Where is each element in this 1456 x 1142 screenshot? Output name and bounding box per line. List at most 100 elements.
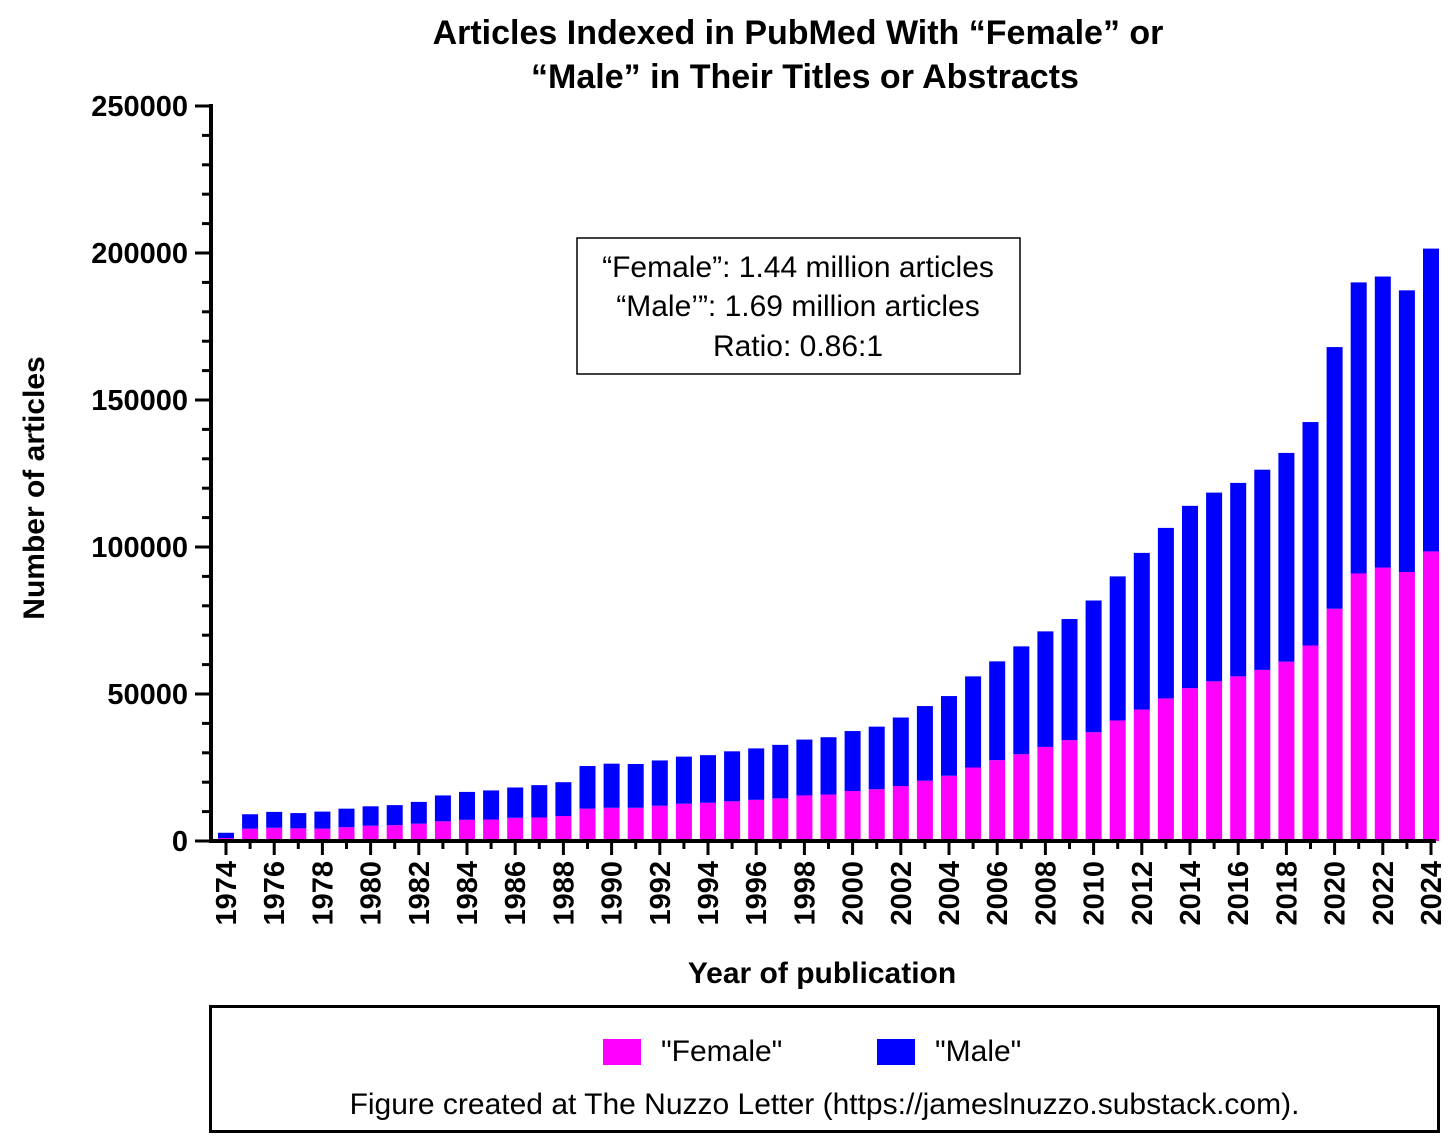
bar-female-2023: [1398, 571, 1415, 841]
bar-female-2014: [1182, 688, 1198, 841]
x-tick-label: 1984: [452, 861, 484, 926]
x-tick-label: 2002: [886, 861, 918, 926]
legend-female-label: "Female": [661, 1035, 783, 1068]
bar-chart: Articles Indexed in PubMed With “Female”…: [18, 14, 1448, 990]
bar-female-1985: [483, 819, 500, 841]
bar-male-2015: [1206, 492, 1223, 682]
bar-male-2002: [892, 717, 909, 787]
bar-female-2019: [1302, 645, 1319, 841]
bar-male-2003: [916, 706, 933, 781]
x-tick-label: 1978: [307, 861, 339, 926]
x-tick-label: 2008: [1030, 861, 1062, 926]
y-tick-label: 0: [172, 826, 188, 858]
bar-male-2020: [1326, 347, 1343, 609]
x-tick-label: 1996: [741, 861, 773, 926]
bar-female-2018: [1278, 661, 1295, 841]
bar-female-1987: [531, 817, 548, 841]
bar-male-1982: [410, 801, 427, 824]
x-axis-label: Year of publication: [688, 957, 956, 990]
bar-female-2010: [1085, 732, 1102, 841]
bar-female-2015: [1206, 681, 1223, 841]
bar-female-2007: [1013, 754, 1030, 841]
legend-item-female: "Female": [603, 1035, 782, 1069]
bar-female-2017: [1254, 669, 1271, 841]
x-tick-label: 1990: [597, 861, 629, 926]
bar-female-2003: [916, 780, 933, 841]
bar-male-1984: [459, 791, 475, 820]
bar-female-1992: [651, 805, 668, 841]
bar-male-1994: [700, 755, 716, 803]
bar-female-2009: [1061, 740, 1078, 841]
bar-male-2012: [1133, 552, 1150, 710]
bar-male-1996: [748, 748, 765, 800]
bar-male-1999: [820, 737, 837, 795]
x-tick-label: 2012: [1127, 861, 1159, 926]
bar-male-1987: [531, 785, 548, 818]
bar-female-2013: [1157, 698, 1174, 841]
y-tick-label: 250000: [91, 91, 188, 123]
chart-title-line1: Articles Indexed in PubMed With “Female”…: [433, 14, 1164, 52]
bar-female-1990: [603, 807, 620, 841]
bar-female-2001: [868, 789, 885, 841]
bar-female-1984: [459, 819, 475, 841]
bar-female-1991: [627, 807, 644, 841]
bars-group: [218, 248, 1439, 841]
x-tick-label: 1998: [789, 861, 821, 926]
axes-group: [195, 104, 1436, 855]
legend-box: "Female" "Male" Figure created at The Nu…: [209, 1005, 1440, 1133]
chart-title-line2: “Male” in Their Titles or Abstracts: [531, 58, 1079, 96]
bar-male-2000: [844, 731, 861, 792]
bar-female-2005: [965, 767, 982, 841]
y-tick-labels: 0 50000 100000 150000 200000 250000: [91, 91, 188, 858]
bar-male-2008: [1037, 631, 1054, 747]
bar-male-1991: [627, 763, 644, 808]
bar-female-1975: [242, 828, 259, 841]
bar-male-2014: [1182, 505, 1198, 689]
bar-male-2001: [868, 726, 885, 790]
x-tick-labels: 1974 1976 1978 1980 1982 1984 1986 1988 1990 1992…: [211, 861, 1448, 926]
annotation-box: “Female”: 1.44 million articles “Male’”:…: [576, 237, 1021, 375]
bar-male-1978: [314, 811, 331, 829]
bar-female-2016: [1230, 676, 1247, 841]
bar-male-1981: [386, 805, 403, 826]
bar-male-1995: [724, 751, 741, 802]
bar-male-1992: [651, 760, 668, 806]
bar-male-1989: [579, 766, 596, 809]
bar-female-1999: [820, 794, 837, 841]
bar-male-2011: [1109, 576, 1126, 721]
bar-male-2010: [1085, 600, 1102, 733]
bar-male-1975: [242, 814, 259, 829]
bar-male-1974: [218, 832, 234, 839]
x-tick-label: 2010: [1079, 861, 1111, 926]
bar-female-1993: [675, 803, 692, 841]
bar-male-1990: [603, 763, 620, 808]
bar-male-1986: [507, 787, 524, 818]
bar-male-1979: [338, 808, 355, 828]
bar-male-2007: [1013, 646, 1030, 755]
bar-female-2004: [941, 775, 957, 841]
bar-male-2013: [1157, 527, 1174, 699]
legend-item-male: "Male": [877, 1035, 1021, 1069]
x-tick-label: 2000: [838, 861, 870, 926]
x-tick-label: 1986: [500, 861, 532, 926]
y-tick-label: 50000: [107, 679, 188, 711]
x-tick-label: 2024: [1416, 861, 1448, 926]
bar-male-1997: [772, 744, 789, 799]
bar-male-1985: [483, 790, 500, 820]
bar-female-1981: [386, 825, 403, 841]
x-tick-label: 1976: [259, 861, 291, 926]
bar-male-1998: [796, 739, 813, 796]
x-tick-label: 1988: [548, 861, 580, 926]
x-tick-label: 2014: [1175, 861, 1207, 926]
bar-female-1994: [700, 802, 716, 841]
bar-female-1995: [724, 801, 741, 841]
x-tick-label: 2020: [1320, 861, 1352, 926]
legend: "Female" "Male": [212, 1035, 1437, 1071]
bar-female-1982: [410, 823, 427, 841]
bar-female-1979: [338, 827, 355, 841]
bar-female-1976: [266, 827, 283, 841]
bar-male-2021: [1350, 282, 1367, 574]
annotation-male: “Male’”: 1.69 million articles: [616, 290, 979, 323]
bar-female-1997: [772, 798, 789, 841]
bar-female-2002: [892, 786, 909, 841]
